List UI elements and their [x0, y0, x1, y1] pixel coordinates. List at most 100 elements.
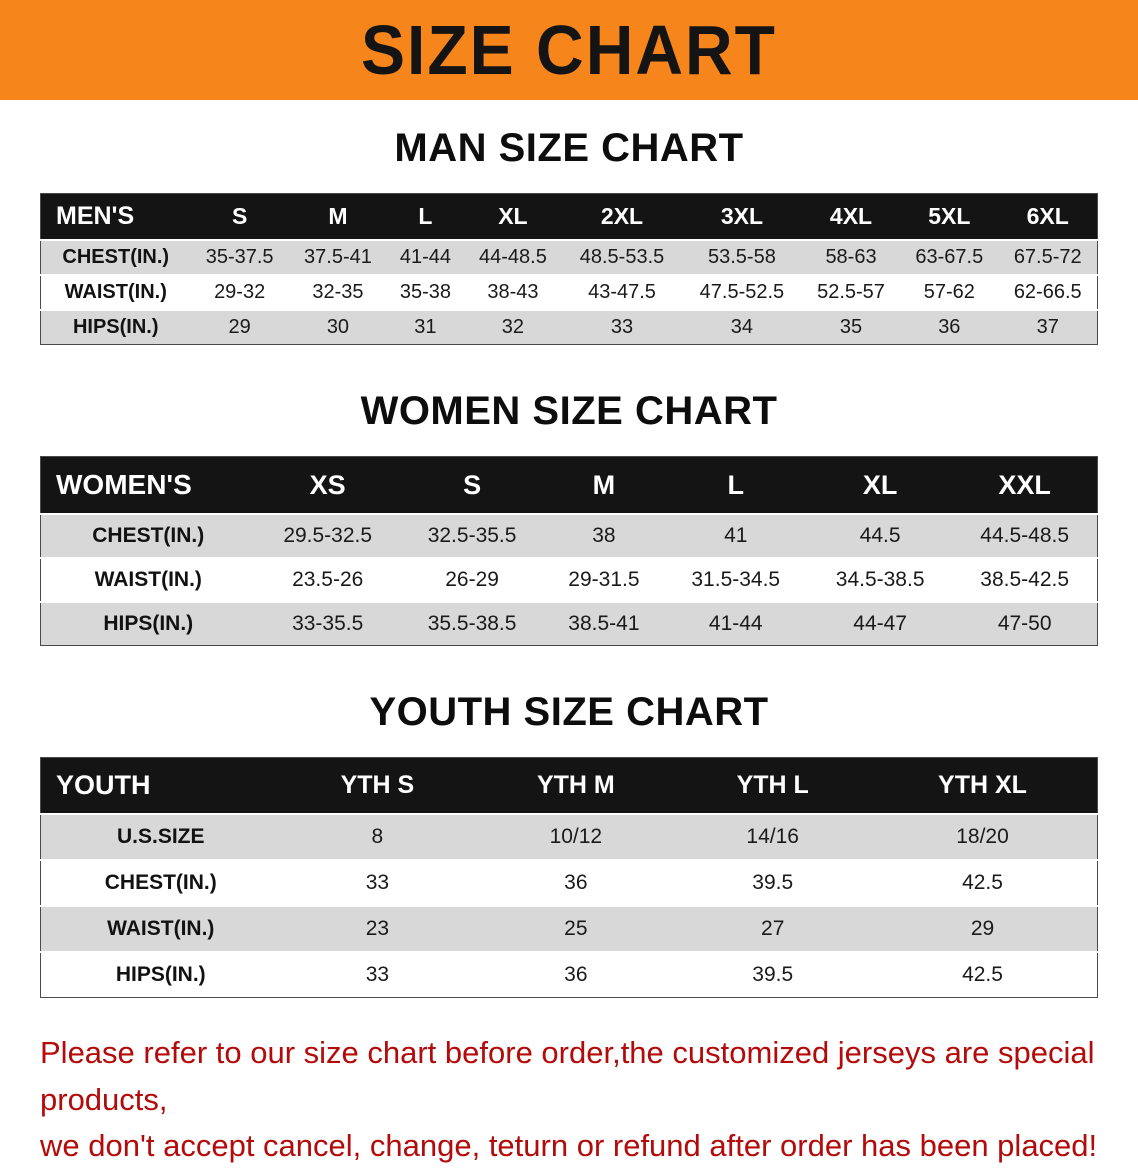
size-value-cell: 43-47.5	[588, 281, 656, 303]
table-row: CHEST(IN.) 33 36 39.5 42.5	[40, 860, 1098, 906]
size-value-cell: 31.5-34.5	[691, 568, 781, 591]
table-header-row: YOUTH YTH S YTH M YTH L YTH XL	[40, 757, 1098, 814]
size-value-cell: 47-50	[997, 612, 1052, 635]
size-value-cell: 18/20	[956, 825, 1009, 848]
size-value-cell: 41	[724, 524, 748, 547]
table-corner-label: WOMEN'S	[56, 469, 192, 500]
size-column-header: YTH XL	[938, 771, 1027, 799]
size-value-cell: 34	[730, 316, 754, 338]
women-section-heading: WOMEN SIZE CHART	[360, 389, 778, 433]
size-column-header: S	[463, 469, 482, 500]
size-column-header: YTH S	[340, 771, 415, 799]
women-section: WOMEN SIZE CHART WOMEN'S XS S M L XL XXL CHEST(…	[0, 389, 1138, 646]
size-value-cell: 30	[326, 316, 350, 338]
table-header-row: MEN'S S M L XL 2XL 3XL 4XL 5XL 6XL	[40, 193, 1098, 240]
men-section-heading: MAN SIZE CHART	[394, 126, 744, 170]
size-value-cell: 14/16	[746, 825, 799, 848]
size-value-cell: 8	[371, 825, 384, 848]
size-value-cell: 36	[938, 316, 961, 338]
size-value-cell: 29	[228, 316, 251, 338]
size-column-header: XS	[309, 469, 346, 500]
size-value-cell: 33-35.5	[292, 612, 364, 635]
men-section: MAN SIZE CHART MEN'S S M L XL 2XL 3XL 4XL 5XL 6XL…	[0, 126, 1138, 345]
row-label: WAIST(IN.)	[64, 281, 167, 303]
size-column-header: YTH M	[536, 771, 615, 799]
size-value-cell: 36	[564, 963, 588, 986]
size-value-cell: 29	[970, 917, 995, 940]
size-value-cell: 35-37.5	[205, 246, 274, 268]
size-value-cell: 27	[761, 917, 785, 940]
size-value-cell: 31	[414, 316, 437, 338]
size-value-cell: 37.5-41	[304, 246, 372, 268]
table-row: HIPS(IN.) 33-35.5 35.5-38.5 38.5-41 41-44 44-…	[40, 602, 1098, 646]
size-value-cell: 62-66.5	[1013, 281, 1082, 303]
size-value-cell: 42.5	[962, 963, 1003, 986]
size-value-cell: 26-29	[445, 568, 499, 591]
size-value-cell: 41-44	[708, 612, 763, 635]
men-size-table: MEN'S S M L XL 2XL 3XL 4XL 5XL 6XL CHEST(IN.) 35-37…	[40, 193, 1098, 345]
table-row: CHEST(IN.) 35-37.5 37.5-41 41-44 44-48.5 48.5…	[40, 240, 1098, 275]
row-label: HIPS(IN.)	[72, 316, 159, 338]
banner: SIZE CHART	[0, 0, 1138, 100]
size-value-cell: 42.5	[962, 871, 1003, 894]
size-value-cell: 67.5-72	[1013, 246, 1082, 268]
size-column-header: YTH L	[736, 771, 809, 799]
size-value-cell: 44.5-48.5	[980, 524, 1070, 547]
row-label: U.S.SIZE	[116, 825, 205, 848]
size-column-header: XL	[498, 203, 528, 229]
size-value-cell: 29-31.5	[568, 568, 640, 591]
size-value-cell: 38-43	[487, 281, 539, 303]
youth-section: YOUTH SIZE CHART YOUTH YTH S YTH M YTH L YTH…	[0, 690, 1138, 998]
row-label: WAIST(IN.)	[94, 568, 202, 591]
disclaimer-line-2: we don't accept cancel, change, teturn o…	[40, 1128, 1098, 1163]
size-column-header: XXL	[998, 469, 1051, 500]
disclaimer-line-1: Please refer to our size chart before or…	[40, 1035, 1095, 1117]
table-row: CHEST(IN.) 29.5-32.5 32.5-35.5 38 41 44.5 44.5…	[40, 514, 1098, 558]
size-column-header: M	[328, 203, 348, 229]
table-row: WAIST(IN.) 23.5-26 26-29 29-31.5 31.5-34.5 34…	[40, 558, 1098, 602]
size-column-header: 4XL	[829, 203, 873, 229]
table-row: HIPS(IN.) 33 36 39.5 42.5	[40, 952, 1098, 998]
size-value-cell: 37	[1036, 316, 1059, 338]
size-value-cell: 38.5-42.5	[980, 568, 1070, 591]
youth-size-table: YOUTH YTH S YTH M YTH L YTH XL U.S.SIZE 8 10/12…	[40, 757, 1098, 998]
table-corner-label: MEN'S	[56, 202, 135, 230]
size-column-header: 2XL	[600, 203, 644, 229]
row-label: CHEST(IN.)	[104, 871, 217, 894]
size-value-cell: 32.5-35.5	[427, 524, 517, 547]
size-value-cell: 38	[592, 524, 616, 547]
size-value-cell: 47.5-52.5	[699, 281, 785, 303]
size-value-cell: 39.5	[752, 871, 794, 894]
size-value-cell: 25	[564, 917, 588, 940]
size-value-cell: 44-48.5	[478, 246, 547, 268]
size-value-cell: 35-38	[399, 281, 451, 303]
size-value-cell: 34.5-38.5	[835, 568, 925, 591]
size-value-cell: 48.5-53.5	[579, 246, 665, 268]
size-value-cell: 63-67.5	[915, 246, 984, 268]
table-header-row: WOMEN'S XS S M L XL XXL	[40, 456, 1098, 514]
size-value-cell: 33	[610, 316, 634, 338]
row-label: HIPS(IN.)	[115, 963, 206, 986]
size-value-cell: 44.5	[859, 524, 901, 547]
size-value-cell: 53.5-58	[708, 246, 776, 268]
size-value-cell: 52.5-57	[817, 281, 885, 303]
size-column-header: 5XL	[928, 203, 971, 229]
women-size-table: WOMEN'S XS S M L XL XXL CHEST(IN.) 29.5-32.5 32.5…	[40, 456, 1098, 646]
page-title: SIZE CHART	[361, 11, 777, 89]
size-value-cell: 57-62	[923, 281, 975, 303]
table-row: WAIST(IN.) 23 25 27 29	[40, 906, 1098, 952]
row-label: HIPS(IN.)	[103, 612, 194, 635]
size-value-cell: 32-35	[312, 281, 364, 303]
table-row: U.S.SIZE 8 10/12 14/16 18/20	[40, 814, 1098, 860]
size-column-header: XL	[862, 469, 898, 500]
size-value-cell: 23.5-26	[292, 568, 364, 591]
size-value-cell: 33	[365, 963, 390, 986]
row-label: WAIST(IN.)	[107, 917, 215, 940]
size-value-cell: 58-63	[825, 246, 877, 268]
size-column-header: L	[418, 203, 433, 229]
size-value-cell: 33	[365, 871, 390, 894]
disclaimer: Please refer to our size chart before or…	[40, 1030, 1100, 1170]
size-value-cell: 32	[501, 316, 525, 338]
size-value-cell: 41-44	[399, 246, 451, 268]
